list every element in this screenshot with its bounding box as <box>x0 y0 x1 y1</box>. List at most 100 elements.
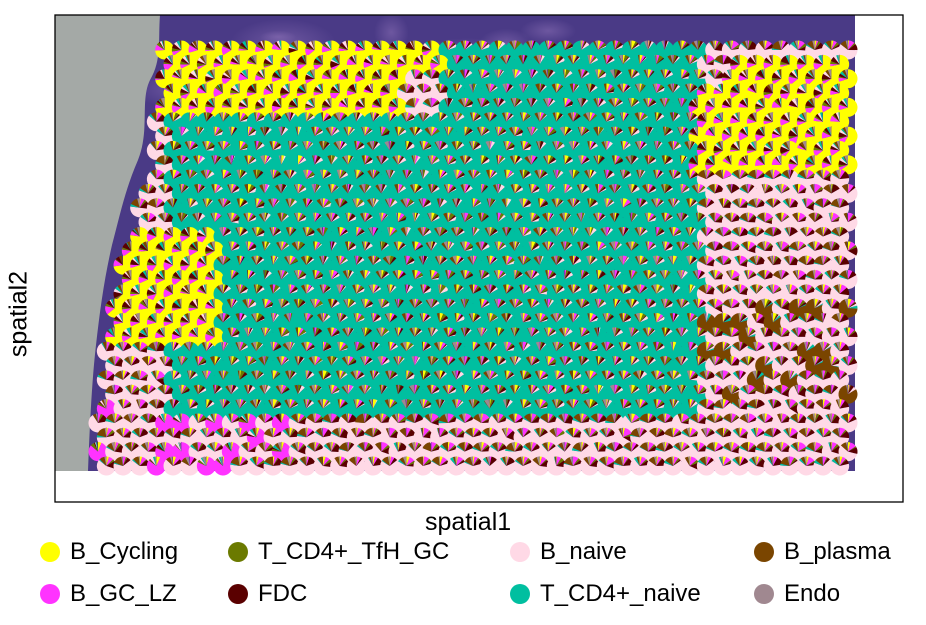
pie-slice <box>732 54 750 74</box>
pie-slice <box>337 54 340 65</box>
pie-slice <box>629 40 632 50</box>
pie-slice <box>393 40 398 50</box>
spot-pie <box>271 69 291 89</box>
pie-slice <box>639 55 646 65</box>
spot-pie <box>563 54 583 74</box>
pie-slice <box>255 72 265 79</box>
pie-slice <box>498 41 503 50</box>
pie-slice <box>648 40 649 50</box>
pie-slice <box>188 69 208 89</box>
pie-slice <box>564 41 572 50</box>
spot-pie <box>313 54 333 74</box>
pie-slice <box>371 46 382 50</box>
pie-slice <box>188 72 198 79</box>
pie-slice <box>262 69 265 79</box>
pie-slice <box>798 46 808 51</box>
pie-slice <box>671 41 691 60</box>
pie-slice <box>238 45 248 50</box>
pie-slice <box>396 61 407 65</box>
pie-slice <box>255 69 275 89</box>
pie-slice <box>169 55 173 65</box>
pie-slice <box>424 40 441 60</box>
pie-slice <box>413 54 433 74</box>
pie-slice <box>218 54 223 65</box>
pie-slice <box>234 55 240 65</box>
pie-slice <box>806 44 815 50</box>
pie-slice <box>816 56 823 65</box>
pie-slice <box>255 40 275 60</box>
pie-slice <box>297 56 307 65</box>
pie-slice <box>381 58 390 65</box>
pie-slice <box>274 41 282 50</box>
pie-slice <box>648 40 650 50</box>
pie-slice <box>598 40 601 50</box>
spot-pie <box>705 40 725 60</box>
pie-slice <box>389 42 398 50</box>
pie-slice <box>210 41 215 50</box>
pie-slice <box>240 72 248 79</box>
pie-slice <box>211 69 215 79</box>
pie-slice <box>734 55 740 65</box>
spot-pie <box>421 40 441 60</box>
pie-slice <box>727 40 732 50</box>
pie-slice <box>190 70 198 79</box>
pie-slice <box>531 40 534 50</box>
pie-slice <box>270 54 273 65</box>
pie-slice <box>247 58 257 65</box>
pie-slice <box>419 54 423 65</box>
pie-slice <box>796 62 807 65</box>
pie-slice <box>245 69 248 79</box>
pie-slice <box>263 58 273 65</box>
pie-slice <box>353 55 357 65</box>
pie-slice <box>380 60 390 65</box>
pie-slice <box>401 55 407 65</box>
pie-slice <box>166 56 173 65</box>
pie-slice <box>236 54 240 65</box>
pie-slice <box>723 54 727 65</box>
pie-slice <box>456 55 461 65</box>
pie-slice <box>338 45 348 50</box>
pie-slice <box>174 41 182 50</box>
spot-pie <box>238 40 258 60</box>
pie-slice <box>306 42 315 50</box>
pie-slice <box>518 54 523 65</box>
pie-slice <box>188 77 198 80</box>
pie-slice <box>248 56 257 65</box>
pie-slice <box>546 40 548 50</box>
pie-slice <box>163 40 165 50</box>
spot-pie <box>471 40 491 60</box>
pie-slice <box>196 63 207 67</box>
pie-slice <box>222 72 232 79</box>
pie-slice <box>460 40 465 50</box>
pie-slice <box>606 55 612 65</box>
pie-slice <box>171 48 182 52</box>
pie-slice <box>190 42 198 50</box>
pie-slice <box>159 41 165 50</box>
pie-slice <box>271 75 282 79</box>
pie-slice <box>673 55 679 65</box>
pie-slice <box>313 62 323 66</box>
pie-slice <box>514 40 516 50</box>
pie-slice <box>732 56 740 65</box>
pie-slice <box>334 55 340 65</box>
pie-slice <box>255 75 265 81</box>
pie-slice <box>698 40 701 50</box>
pie-slice <box>639 56 647 65</box>
pie-slice <box>764 43 774 50</box>
pie-slice <box>422 54 423 65</box>
spot-pie <box>621 40 641 60</box>
pie-slice <box>179 40 182 50</box>
pie-slice <box>781 41 789 50</box>
pie-slice <box>598 42 606 50</box>
pie-slice <box>180 57 190 65</box>
pie-slice <box>252 54 257 65</box>
spot-pie <box>296 54 316 74</box>
pie-slice <box>263 64 273 68</box>
pie-slice <box>155 77 165 79</box>
pie-slice <box>452 55 457 65</box>
pie-slice <box>667 55 673 65</box>
pie-slice <box>564 40 567 50</box>
pie-slice <box>180 61 190 65</box>
pie-slice <box>288 40 308 60</box>
pie-slice <box>538 41 558 60</box>
